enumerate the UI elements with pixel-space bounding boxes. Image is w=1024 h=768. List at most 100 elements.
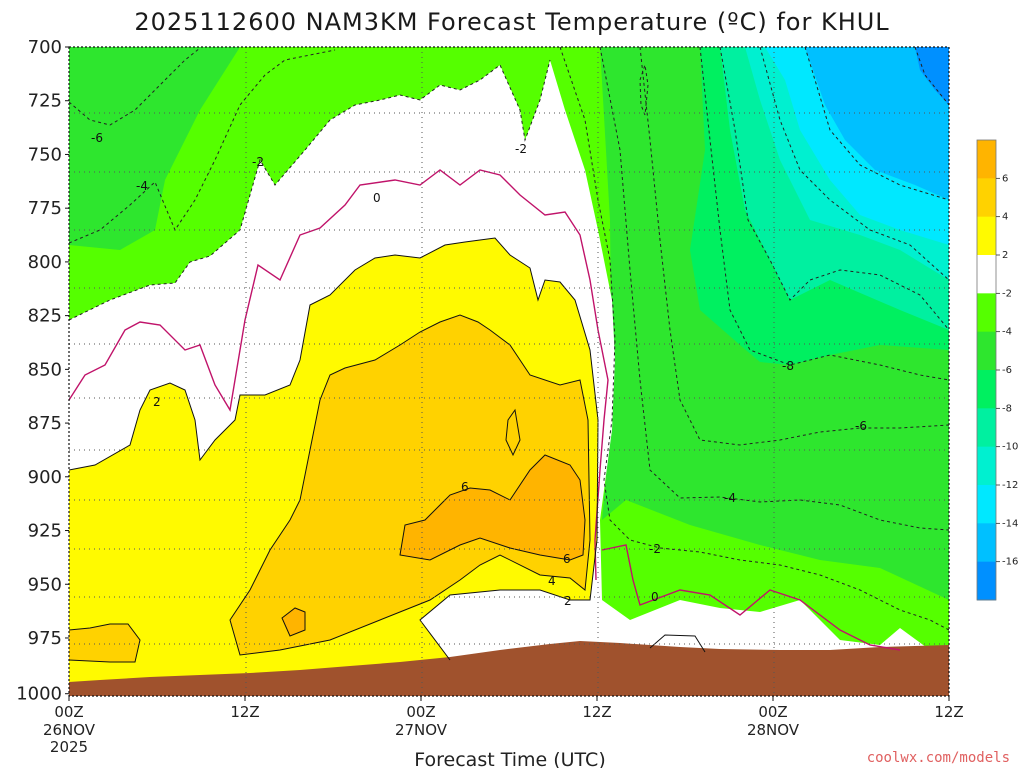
colorbar-swatch [977,140,996,179]
y-tick-label: 900 [28,467,62,488]
colorbar-swatch [977,408,996,448]
contour-zero-upper [69,169,609,581]
x-axis-label: Forecast Time (UTC) [414,749,605,768]
fill-6-to-8 [400,455,585,560]
x-tick-label: 12Z [230,703,259,721]
contour-4 [229,314,591,656]
colorbar-swatch [977,446,996,486]
contour-6-small [281,607,306,637]
y-tick-label: 825 [28,306,62,327]
contour-4-lowleft [69,623,141,663]
y-tick-label: 1000 [16,684,62,705]
x-tick-date: 27NOV [395,721,448,739]
fill-4-to-6-lowleft [69,624,140,662]
fill-minus18-minus16 [915,47,949,105]
zero-contours [69,169,901,651]
x-tick-label: 00Z [758,703,787,721]
fill-minus6-upper-left [69,47,240,250]
x-tick-date: 28NOV [747,721,800,739]
contour-label: -4 [724,491,736,505]
y-axis: 700 725 750 775 800 825 850 875 900 925 950 975 1000 [16,37,69,705]
contour-labels: -6 -4 -2 -2 0 2 6 6 4 2 -2 0 -4 -8 -6 [91,131,867,608]
contour-zero-lower [601,544,901,651]
fill-minus16-minus14 [805,47,949,200]
colorbar-swatch [977,293,996,333]
y-tick-label: 725 [28,91,62,112]
contour-label: 6 [563,552,571,566]
contour-4-blob [505,408,521,457]
contour-minus2-upper [69,59,551,321]
colorbar-label: 2 [1002,250,1008,261]
contour-minus2-blob [639,64,649,116]
contour-2-lowright [649,634,706,653]
y-tick-label: 800 [28,252,62,273]
y-tick-label: 950 [28,574,62,595]
contour-minus12 [759,47,949,281]
contour-minus8-mid [699,47,949,381]
contour-label: -2 [515,142,527,156]
contour-label: -6 [855,419,867,433]
ground-surface [69,641,949,696]
x-tick-label: 12Z [582,703,611,721]
plot-frame [68,46,950,697]
y-tick-label: 700 [28,37,62,58]
colorbar-label: -12 [1002,480,1018,491]
colorbar-label: -6 [1002,365,1012,376]
fill-6-to-8-small [282,608,305,636]
colorbar-label: -8 [1002,403,1012,414]
positive-contours [69,237,706,663]
negative-contours [69,47,949,631]
contour-label: -2 [252,155,264,169]
colorbar-label: 6 [1002,173,1008,184]
plot-area [69,47,949,696]
colorbar-swatch [977,485,996,524]
contour-minus2-edge [559,47,949,631]
contour-minus6-mid [639,47,949,446]
colorbar-label: -2 [1002,288,1012,299]
colorbar-label: -4 [1002,327,1012,338]
contour-label: 6 [461,480,469,494]
contour-2 [69,237,599,661]
colorbar-label: 4 [1002,212,1008,223]
contour-label: -4 [136,179,148,193]
y-tick-label: 775 [28,198,62,219]
colorbar-label: -16 [1002,557,1018,568]
contour-minus16 [914,47,949,106]
colorbar-swatch [977,331,996,371]
grid [69,47,949,696]
y-tick-label: 925 [28,521,62,542]
contour-label: 0 [373,191,381,205]
colorbar: 6 4 2 -2 -4 -6 -8 -10 -12 -14 -16 [976,139,1018,601]
x-tick-date: 26NOV [43,721,96,739]
colorbar-swatch [977,216,996,256]
chart-title: 2025112600 NAM3KM Forecast Temperature (… [134,8,889,36]
colorbar-swatch [977,178,996,218]
colorbar-label: -14 [1002,518,1018,529]
contour-label: -6 [91,131,103,145]
y-tick-label: 750 [28,144,62,165]
colorbar-swatch [977,561,996,601]
colorbar-swatch [977,255,996,294]
contour-label: 2 [153,395,161,409]
colorbar-swatch [977,370,996,409]
x-tick-label: 00Z [54,703,83,721]
contour-minus14 [804,47,949,201]
contour-label: 0 [651,590,659,604]
colorbar-swatch [977,523,996,563]
contour-label: -8 [782,359,794,373]
x-tick-label: 12Z [934,703,963,721]
y-tick-label: 975 [28,628,62,649]
contour-label: 4 [548,574,556,588]
contour-label: 2 [564,594,572,608]
y-tick-label: 875 [28,413,62,434]
contour-6 [399,454,586,561]
credit-text: coolwx.com/models [867,750,1010,766]
y-tick-label: 850 [28,359,62,380]
x-tick-year: 2025 [50,738,88,756]
contour-label: -2 [649,542,661,556]
contour-minus4-upper [69,49,336,244]
colorbar-label: -10 [1002,442,1018,453]
x-tick-label: 00Z [406,703,435,721]
